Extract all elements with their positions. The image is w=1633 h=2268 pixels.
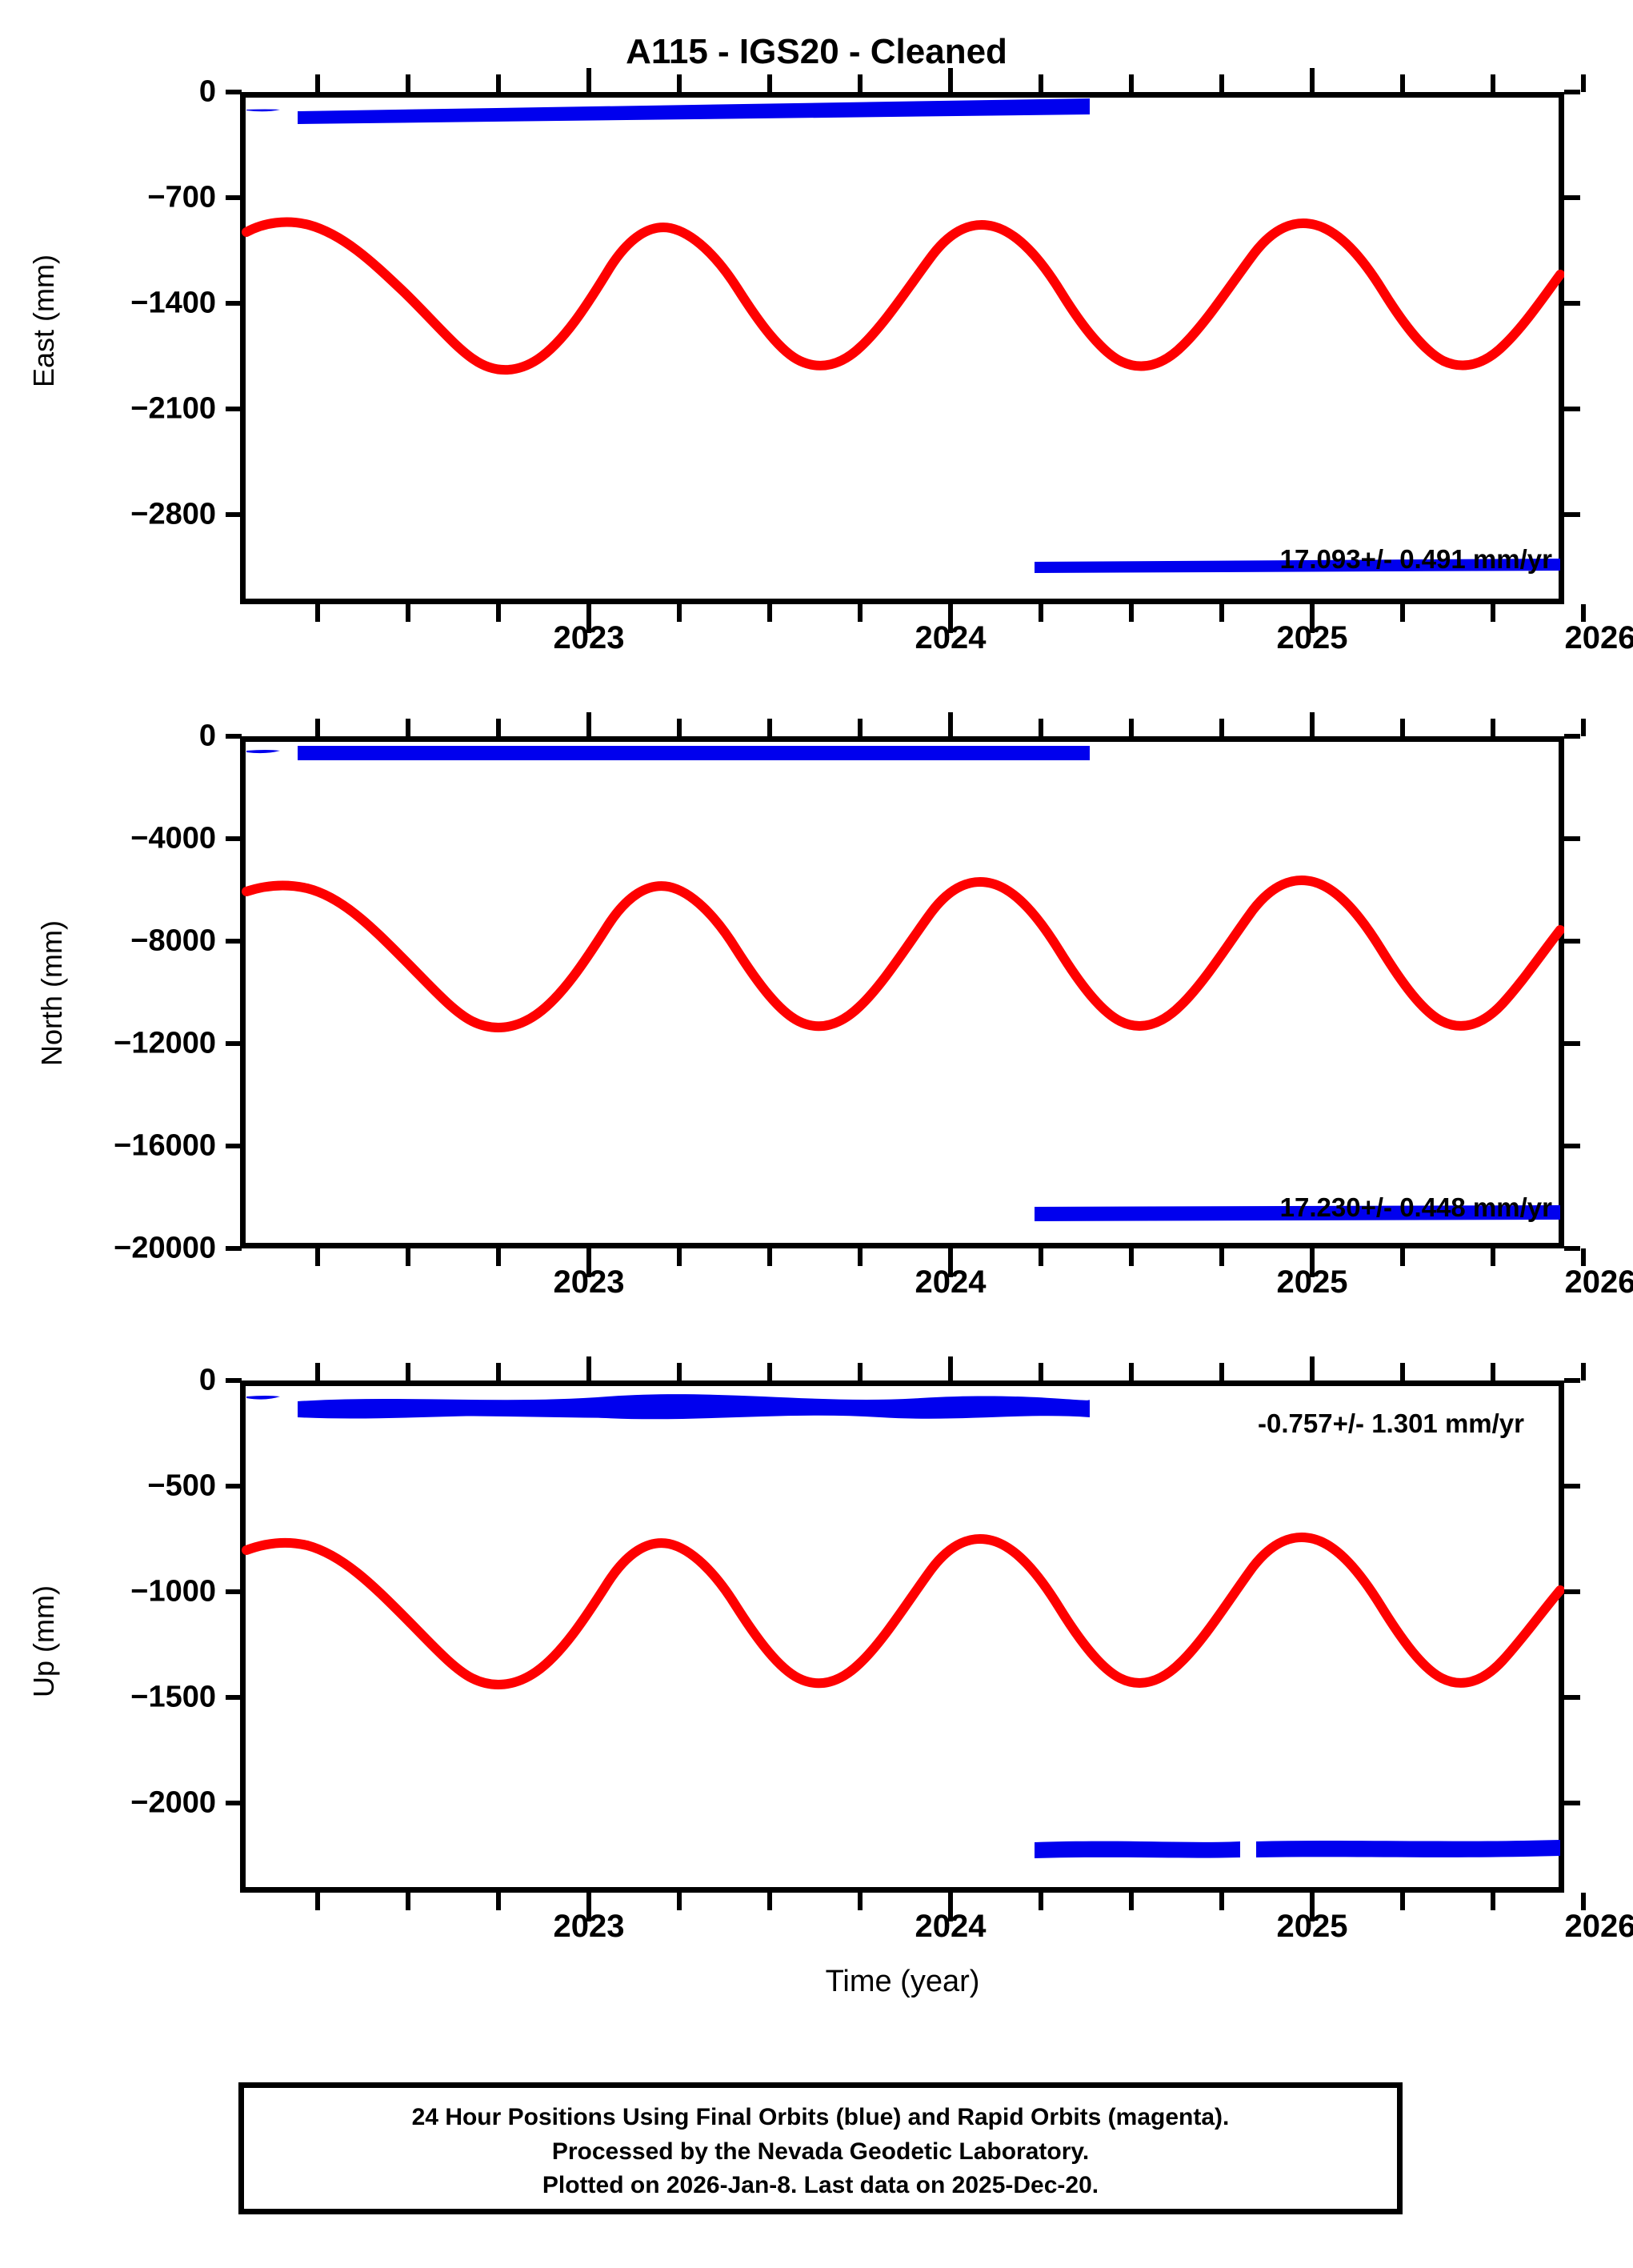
y-tick-north-4: −16000: [114, 1128, 216, 1163]
axis-ticks-north: [226, 712, 1586, 1277]
y-tick-north-3: −12000: [114, 1026, 216, 1060]
y-tick-up-2: −1000: [130, 1574, 216, 1609]
up-seasonal-model-curve: [242, 1532, 1564, 1689]
east-seasonal-model-curve: [242, 217, 1564, 375]
y-tick-east-0: 0: [198, 74, 216, 109]
x-tick-up-2023: 2023: [553, 1909, 625, 1944]
y-tick-east-1: −700: [147, 180, 216, 214]
up-data-points-lower: [1035, 1840, 1560, 1858]
trend-annotation-east: 17.093+/- 0.491 mm/yr: [1279, 544, 1552, 574]
y-tick-east-2: −1400: [130, 286, 216, 320]
east-data-points-lower: [1035, 559, 1560, 573]
y-tick-up-0: 0: [198, 1363, 216, 1397]
plot-canvas-up: [242, 1394, 1564, 1858]
north-data-points-lower: [1035, 1205, 1560, 1221]
y-tick-east-3: −2100: [130, 391, 216, 426]
plot-frame-north: [240, 736, 1564, 1248]
y-tick-up-4: −2000: [130, 1785, 216, 1820]
x-tick-north-2024: 2024: [915, 1264, 987, 1300]
north-data-points-upper: [246, 746, 1090, 760]
axis-ticks-up: [226, 1356, 1586, 1921]
east-data-points-upper: [246, 98, 1090, 124]
caption-line-2: Processed by the Nevada Geodetic Laborat…: [551, 2138, 1090, 2165]
y-tick-north-0: 0: [198, 719, 216, 753]
caption-line-1: 24 Hour Positions Using Final Orbits (bl…: [411, 2104, 1230, 2130]
page-title: A115 - IGS20 - Cleaned: [626, 32, 1007, 71]
x-tick-east-2023: 2023: [553, 620, 625, 655]
y-axis-label-north: North (mm): [35, 920, 68, 1066]
y-tick-up-1: −500: [147, 1469, 216, 1503]
trend-annotation-north: 17.230+/- 0.448 mm/yr: [1279, 1192, 1552, 1222]
plot-frame-up: [240, 1380, 1564, 1893]
x-tick-up-2025: 2025: [1276, 1909, 1348, 1944]
x-tick-east-2026: 2026: [1564, 620, 1633, 655]
x-tick-north-2023: 2023: [553, 1264, 625, 1300]
x-tick-east-2025: 2025: [1276, 620, 1348, 655]
y-tick-up-3: −1500: [130, 1680, 216, 1714]
trend-annotation-up: -0.757+/- 1.301 mm/yr: [1258, 1408, 1524, 1438]
y-axis-label-up: Up (mm): [27, 1585, 60, 1697]
x-tick-north-2026: 2026: [1564, 1264, 1633, 1300]
plot-canvas-north: [242, 746, 1564, 1221]
x-axis-label: Time (year): [825, 1965, 980, 1998]
plot-canvas-east: [242, 98, 1564, 573]
x-tick-up-2026: 2026: [1564, 1909, 1633, 1944]
caption-line-3: Plotted on 2026-Jan-8. Last data on 2025…: [542, 2172, 1099, 2199]
y-tick-east-4: −2800: [130, 497, 216, 531]
y-tick-north-2: −8000: [130, 924, 216, 958]
up-data-points-upper: [246, 1394, 1090, 1420]
x-tick-east-2024: 2024: [915, 620, 987, 655]
y-tick-north-5: −20000: [114, 1231, 216, 1265]
north-seasonal-model-curve: [242, 875, 1564, 1032]
axis-ticks-east: [226, 68, 1586, 633]
figure-caption-box: 24 Hour Positions Using Final Orbits (bl…: [238, 2082, 1403, 2214]
y-tick-north-1: −4000: [130, 821, 216, 856]
x-tick-up-2024: 2024: [915, 1909, 987, 1944]
x-tick-north-2025: 2025: [1276, 1264, 1348, 1300]
